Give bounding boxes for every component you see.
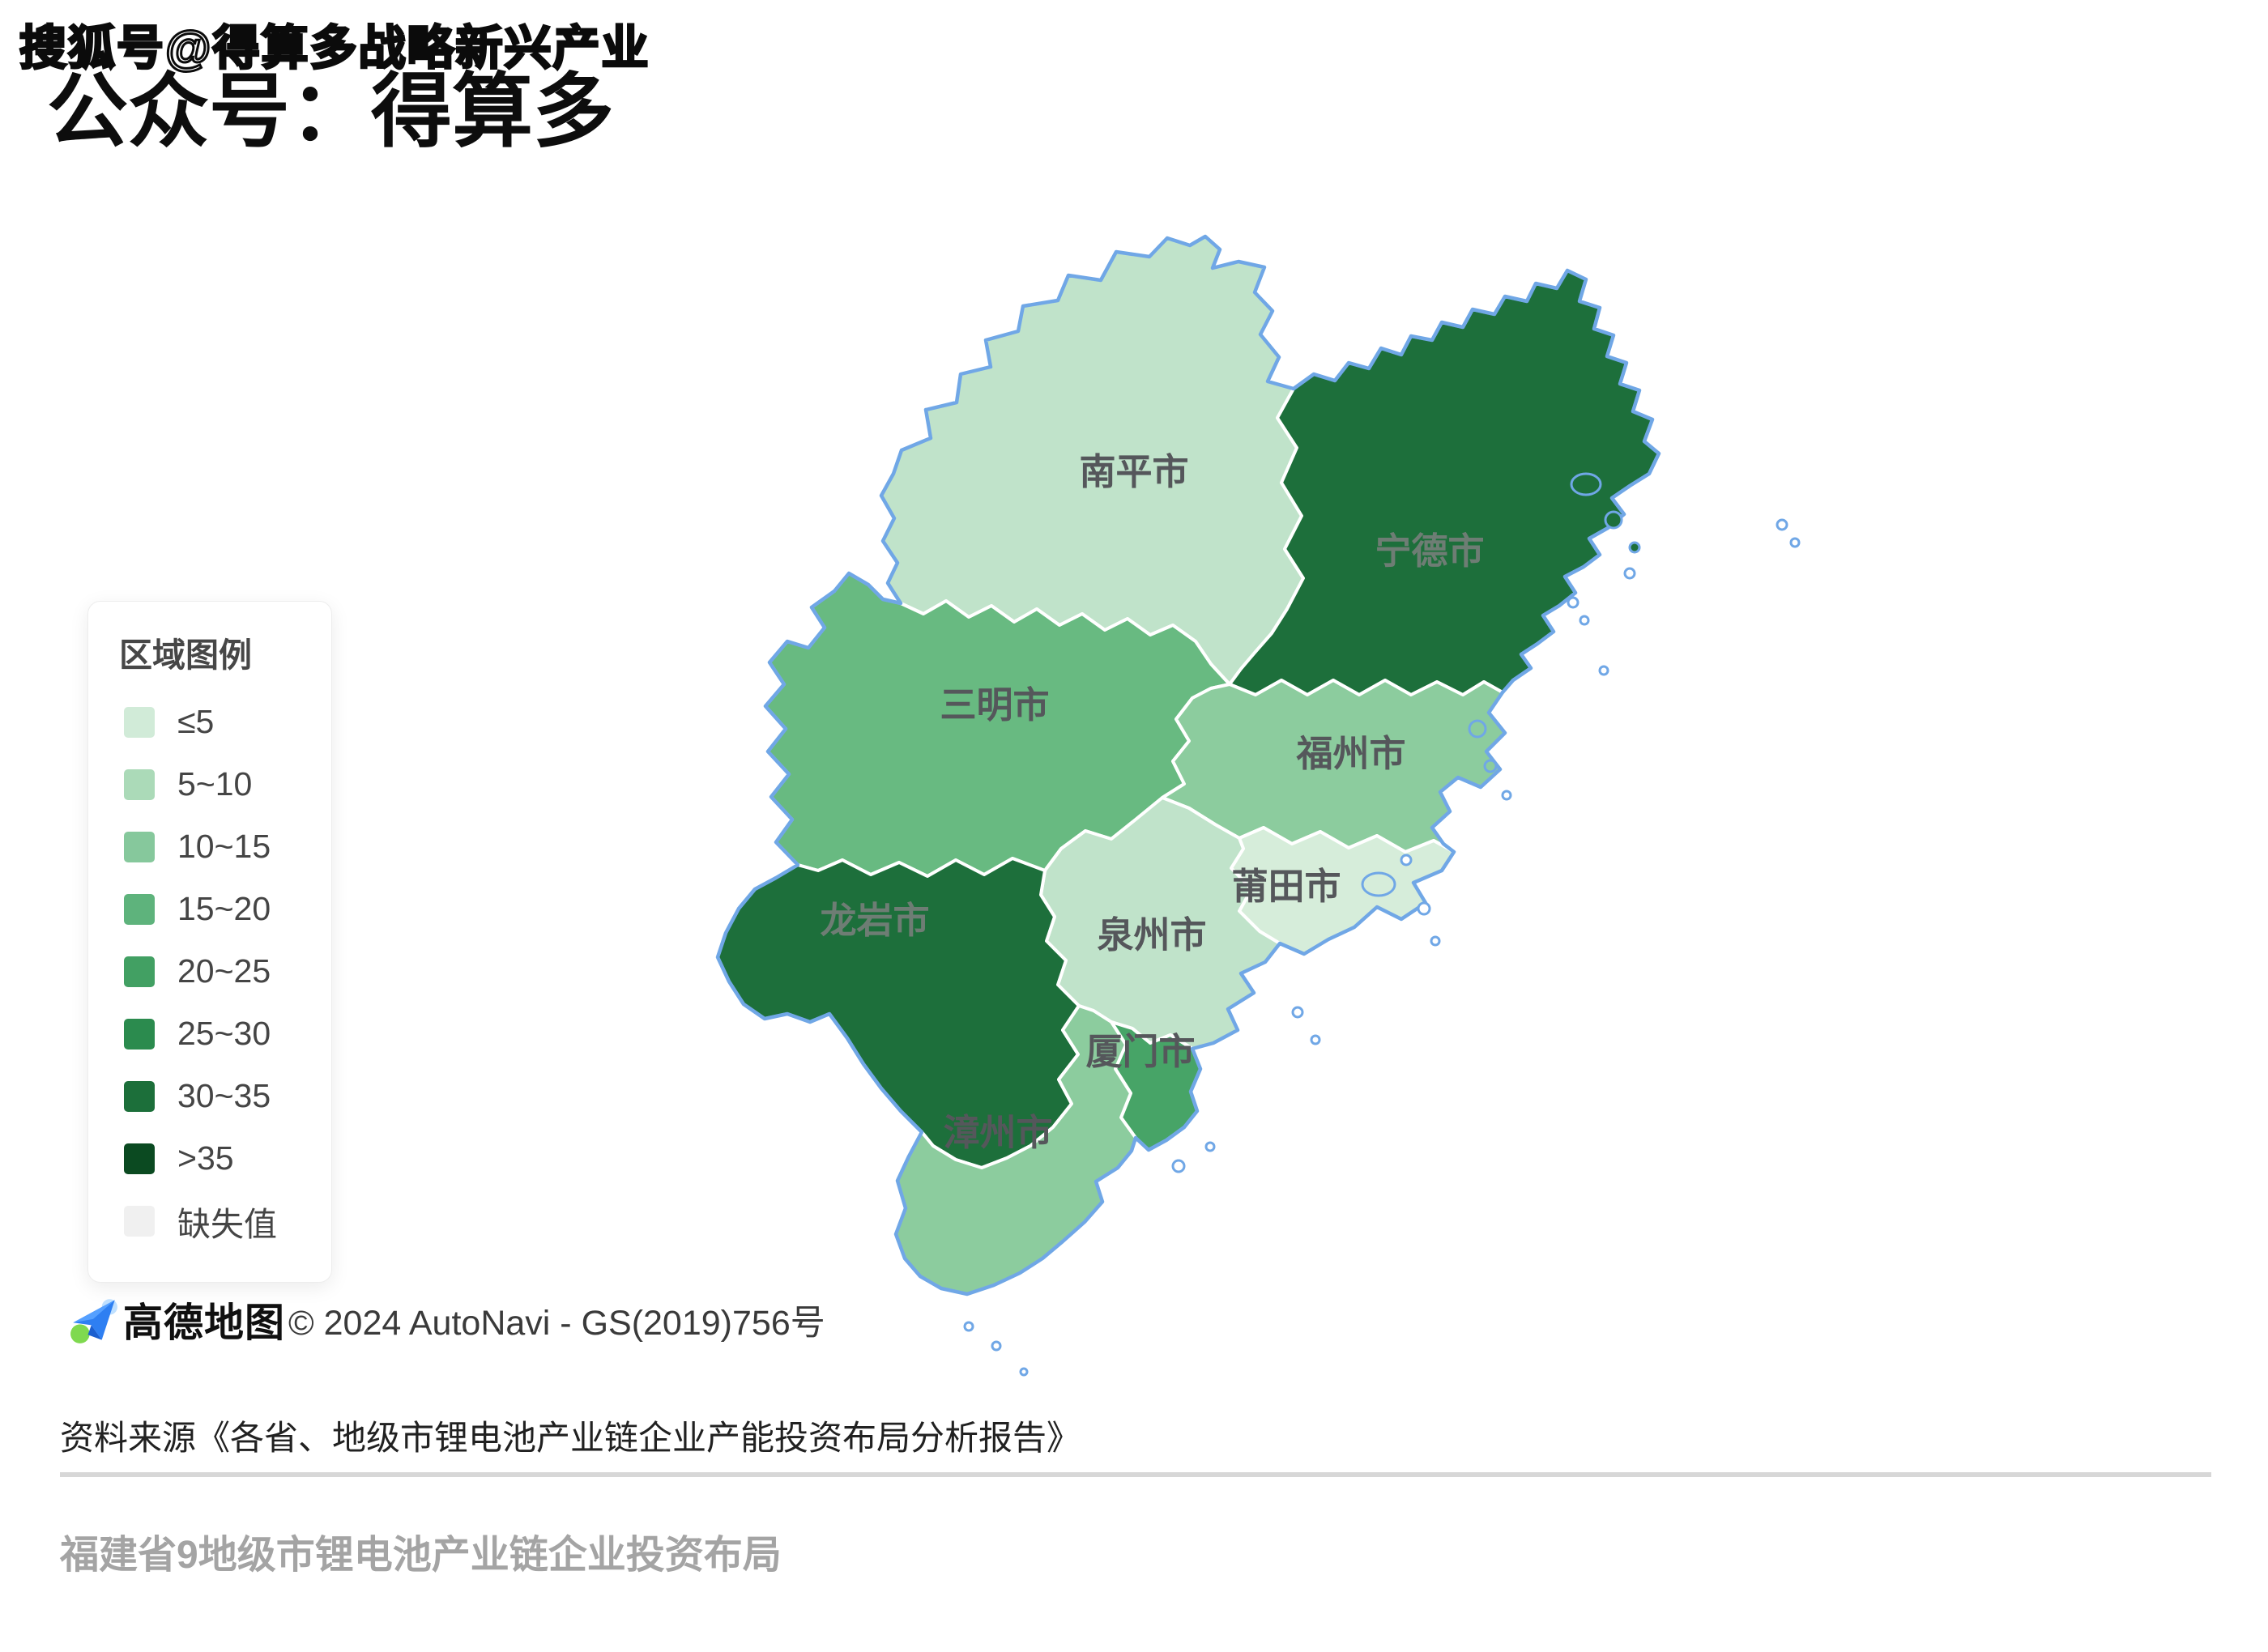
- islet-8: [1430, 935, 1441, 947]
- islet-4: [1598, 665, 1609, 676]
- legend-item[interactable]: 5~10: [88, 753, 331, 815]
- islet-7: [1417, 901, 1431, 916]
- legend-label: 10~15: [177, 828, 271, 865]
- page-title: 福建省9地级市锂电池产业链企业投资布局: [60, 1534, 782, 1577]
- islet-3: [1579, 615, 1590, 626]
- label-putian: 莆田市: [1231, 866, 1341, 907]
- islet-12: [1204, 1141, 1216, 1152]
- label-sanming: 三明市: [940, 684, 1049, 726]
- label-nanping: 南平市: [1079, 451, 1188, 492]
- legend-item[interactable]: ≤5: [88, 691, 331, 753]
- province-coastline: [715, 234, 1661, 1296]
- island-fuzhou-1: [1468, 719, 1487, 739]
- legend-label: >35: [177, 1139, 234, 1177]
- legend-item[interactable]: >35: [88, 1127, 331, 1190]
- legend-label: 15~20: [177, 890, 271, 927]
- legend-item[interactable]: 15~20: [88, 878, 331, 940]
- legend-label: 25~30: [177, 1015, 271, 1052]
- label-xiamen: 厦门市: [1085, 1031, 1195, 1072]
- label-zhangzhou: 漳州市: [943, 1112, 1052, 1153]
- islet-far-east-2: [1789, 537, 1801, 548]
- coastal-islands: [963, 472, 1801, 1377]
- island-ningde-2: [1604, 510, 1623, 530]
- amap-logo-text: 高德地图: [123, 1301, 286, 1345]
- legend-label: 20~25: [177, 952, 271, 990]
- island-fuzhou-2: [1483, 759, 1498, 773]
- legend-swatch-missing: [124, 1205, 155, 1237]
- island-ningde-3: [1628, 541, 1641, 554]
- legend-swatch-25-30: [124, 1018, 155, 1050]
- legend-item[interactable]: 30~35: [88, 1065, 331, 1127]
- legend-swatch-30-35: [124, 1080, 155, 1112]
- data-source-line: 资料来源《各省、地级市锂电池产业链企业产能投资布局分析报告》: [60, 1419, 1081, 1457]
- legend-card: 区域图例 ≤5 5~10 10~15 15~20 20~25 25~30 30~…: [87, 601, 332, 1283]
- islet-11: [1171, 1159, 1186, 1173]
- island-ningde-1: [1570, 472, 1602, 496]
- legend-item[interactable]: 10~15: [88, 815, 331, 878]
- islet-14: [991, 1340, 1002, 1352]
- legend-label: 5~10: [177, 765, 253, 803]
- copyright-text: © 2024 AutoNavi - GS(2019)756号: [288, 1303, 825, 1343]
- legend-title: 区域图例: [119, 637, 252, 674]
- legend-swatch-15-20: [124, 893, 155, 925]
- islet-5: [1501, 790, 1512, 801]
- watermark-gongzhonghao: 公众号：得算多: [47, 66, 614, 157]
- legend-item[interactable]: 缺失值: [88, 1190, 331, 1252]
- legend-swatch-5-10: [124, 769, 155, 800]
- island-putian-1: [1361, 871, 1396, 897]
- label-ningde: 宁德市: [1375, 530, 1484, 572]
- islet-2: [1567, 596, 1580, 609]
- map-regions: [716, 235, 1660, 1296]
- islet-1: [1623, 567, 1636, 580]
- label-longyan: 龙岩市: [820, 900, 929, 941]
- map-attribution: 高德地图 © 2024 AutoNavi - GS(2019)756号: [70, 1291, 825, 1348]
- label-quanzhou: 泉州市: [1097, 914, 1206, 956]
- islet-10: [1310, 1034, 1321, 1045]
- islet-15: [1019, 1367, 1029, 1377]
- city-labels: 南平市 宁德市 三明市 福州市 莆田市 泉州市 龙岩市 厦门市 漳州市: [820, 451, 1484, 1153]
- amap-logo-icon: [70, 1298, 117, 1343]
- divider: [60, 1472, 2211, 1477]
- legend-swatch-gt35: [124, 1143, 155, 1174]
- legend-label: ≤5: [177, 703, 215, 740]
- legend-label: 30~35: [177, 1077, 271, 1114]
- legend-label: 缺失值: [177, 1205, 277, 1243]
- islet-9: [1291, 1006, 1304, 1019]
- watermark-sohu: 搜狐号@得算多战略新兴产业: [19, 21, 650, 76]
- legend-swatch-le5: [124, 706, 155, 738]
- islet-6: [1400, 854, 1413, 866]
- legend-swatch-10-15: [124, 831, 155, 862]
- legend-item[interactable]: 25~30: [88, 1003, 331, 1065]
- legend-item[interactable]: 20~25: [88, 940, 331, 1003]
- label-fuzhou: 福州市: [1295, 733, 1405, 774]
- islet-far-east-1: [1776, 518, 1788, 531]
- islet-13: [963, 1321, 974, 1332]
- legend-swatch-20-25: [124, 956, 155, 987]
